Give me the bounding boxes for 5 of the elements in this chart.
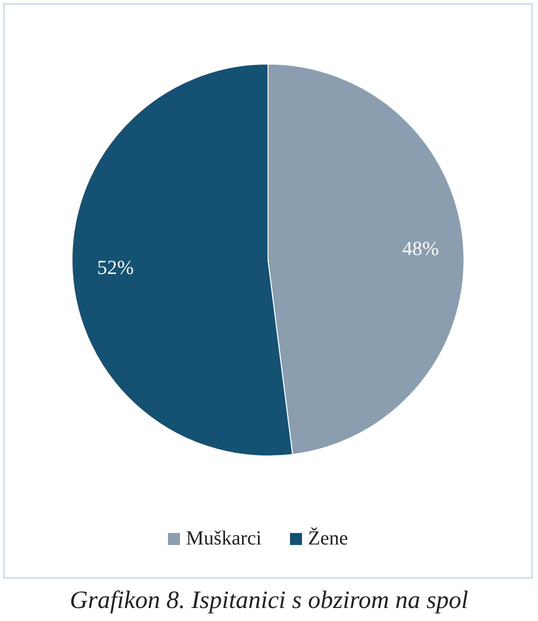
legend-label: Muškarci: [186, 528, 262, 550]
data-label: 52%: [97, 257, 134, 280]
legend-label: Žene: [308, 526, 348, 550]
text: Grafikon 8. Ispitanici s obzirom na spol: [70, 587, 468, 614]
data-label: 48%: [402, 238, 439, 260]
